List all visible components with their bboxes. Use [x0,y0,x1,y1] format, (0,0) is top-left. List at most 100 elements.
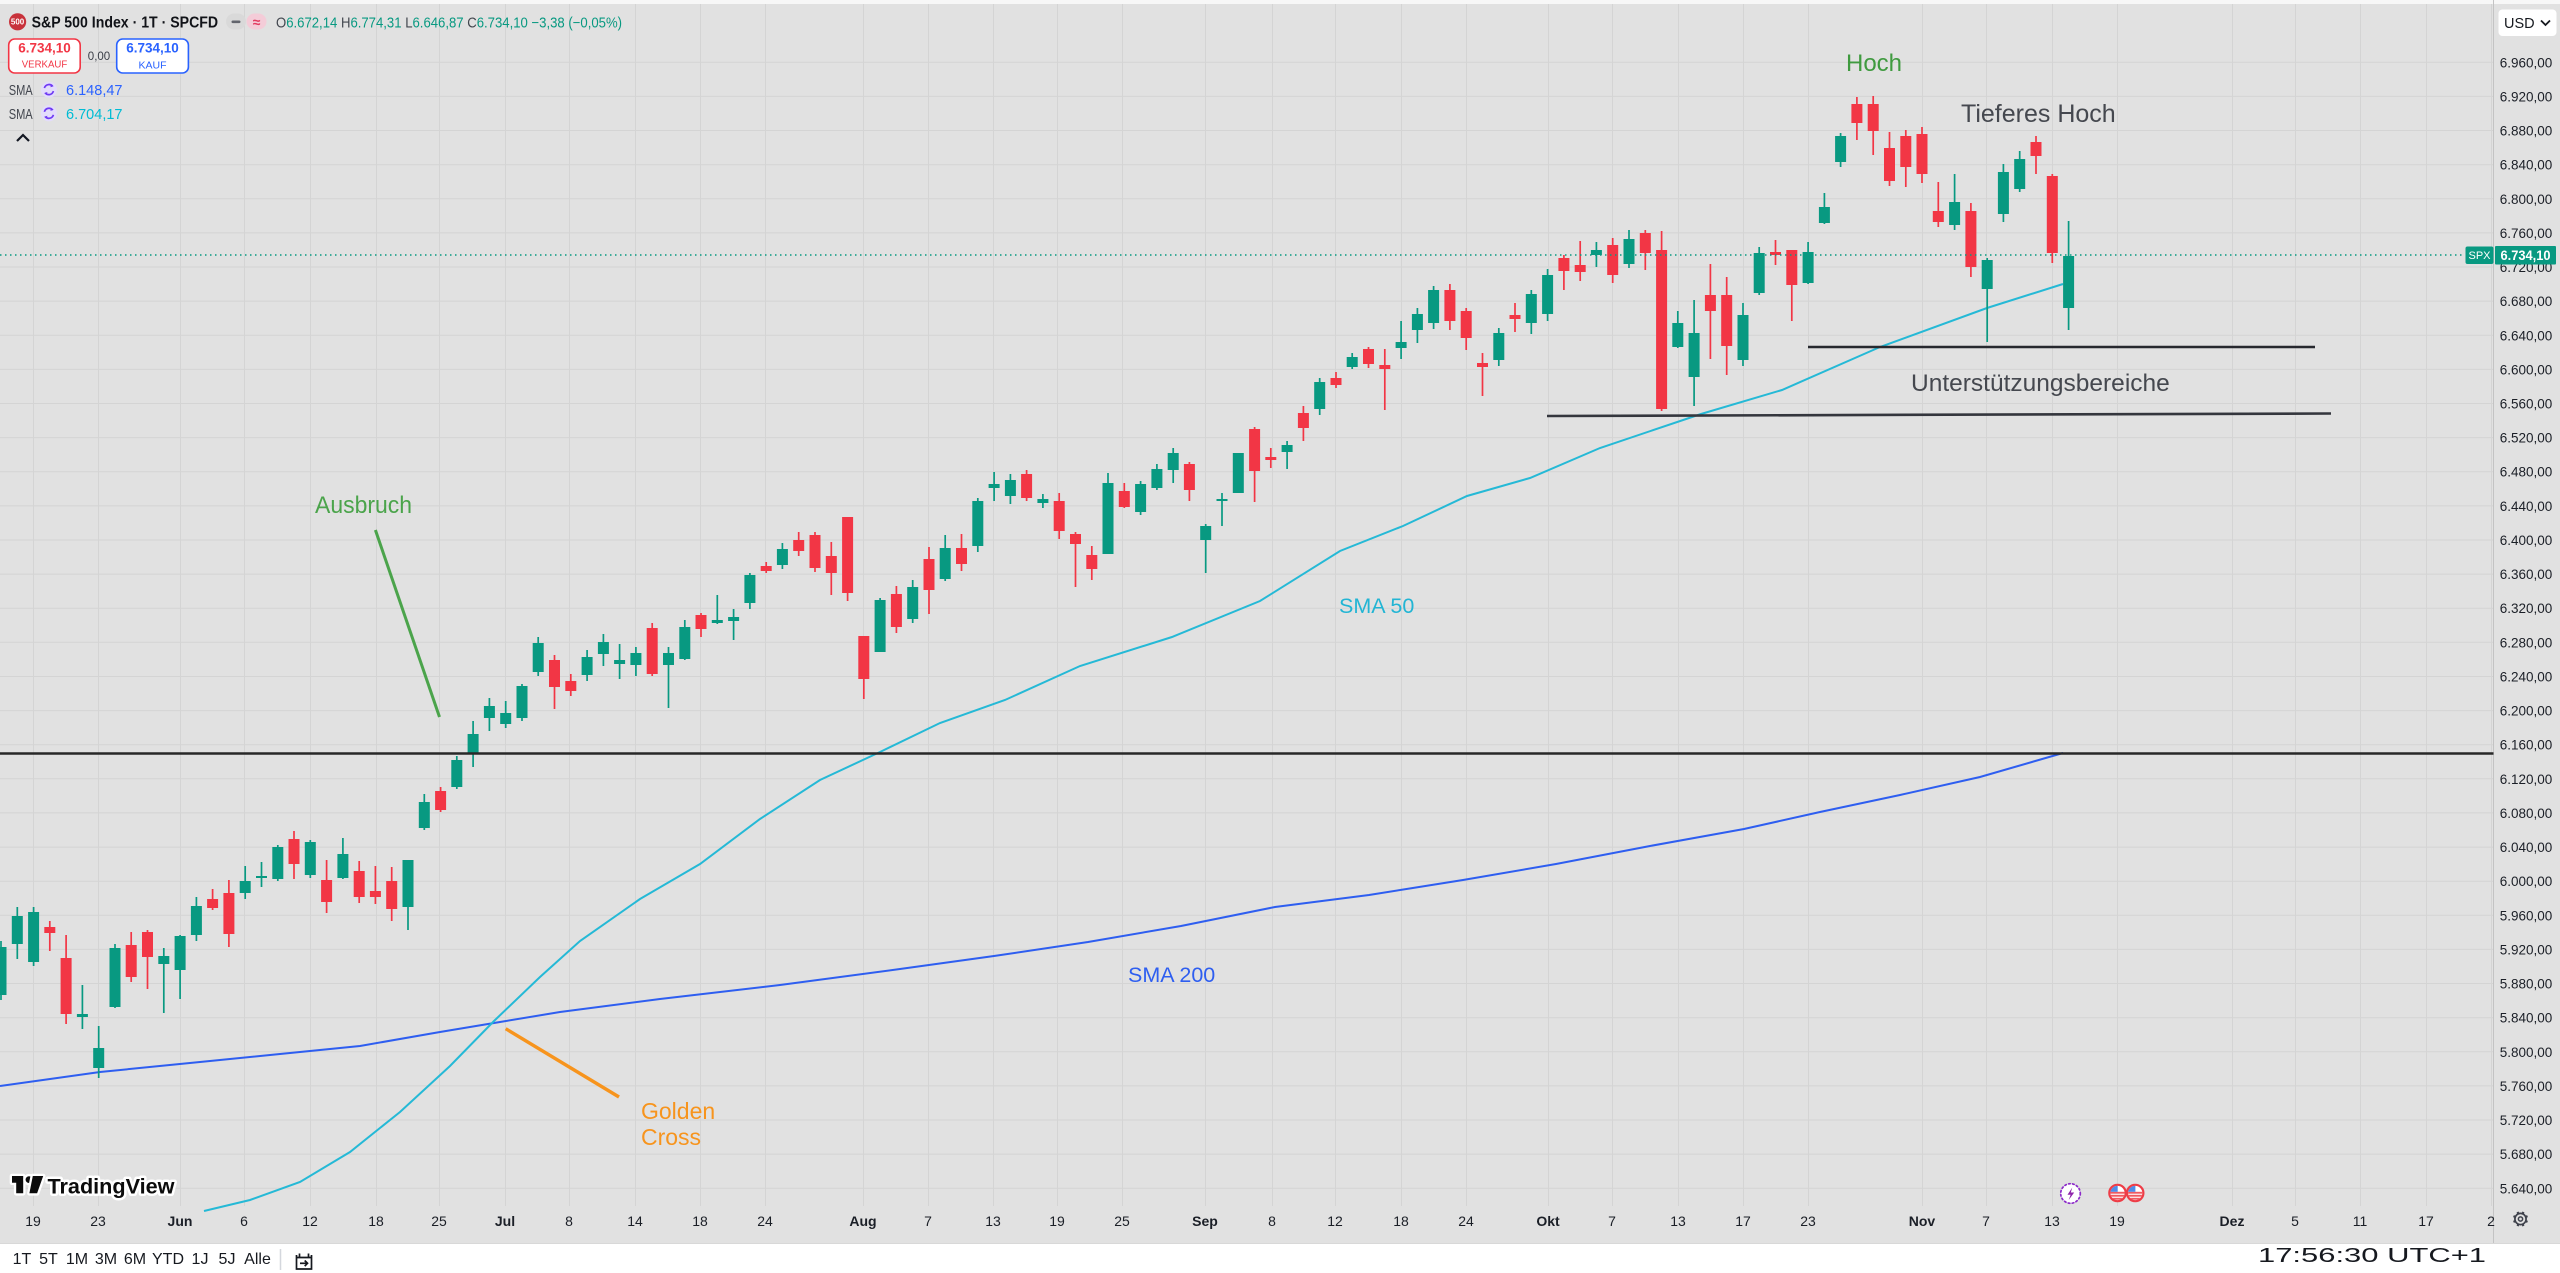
svg-text:6.800,00: 6.800,00 [2500,192,2553,207]
svg-text:7: 7 [1608,1213,1616,1229]
svg-text:13: 13 [1670,1213,1686,1229]
svg-text:VERKAUF: VERKAUF [22,59,68,71]
svg-text:12: 12 [1327,1213,1343,1229]
svg-text:SMA 200: SMA 200 [1128,963,1215,987]
svg-text:13: 13 [2044,1213,2060,1229]
svg-text:Okt: Okt [1536,1213,1560,1229]
svg-text:8: 8 [565,1213,573,1229]
svg-text:Aug: Aug [849,1213,876,1229]
svg-text:USD: USD [2504,16,2535,32]
svg-text:5.960,00: 5.960,00 [2500,908,2553,923]
svg-text:6.734,10: 6.734,10 [2501,247,2551,263]
svg-text:5J: 5J [219,1251,236,1268]
svg-text:YTD: YTD [152,1251,184,1268]
svg-text:Tieferes Hoch: Tieferes Hoch [1961,100,2116,128]
svg-text:5T: 5T [39,1251,58,1268]
svg-text:14: 14 [627,1213,643,1229]
svg-text:6.120,00: 6.120,00 [2500,772,2553,787]
svg-text:19: 19 [25,1213,41,1229]
svg-text:24: 24 [1458,1213,1474,1229]
svg-text:TradingView: TradingView [48,1175,175,1199]
svg-text:6.560,00: 6.560,00 [2500,397,2553,412]
svg-text:6.280,00: 6.280,00 [2500,635,2553,650]
svg-text:1M: 1M [66,1251,88,1268]
svg-text:SMA 50: SMA 50 [1339,594,1414,618]
svg-text:5.880,00: 5.880,00 [2500,977,2553,992]
svg-text:Sep: Sep [1192,1213,1218,1229]
svg-text:17: 17 [2418,1213,2434,1229]
svg-text:Cross: Cross [641,1124,701,1150]
svg-text:6.360,00: 6.360,00 [2500,567,2553,582]
svg-text:Unterstützungsbereiche: Unterstützungsbereiche [1911,370,2170,397]
svg-text:6.640,00: 6.640,00 [2500,328,2553,343]
svg-text:6.400,00: 6.400,00 [2500,533,2553,548]
svg-text:6.920,00: 6.920,00 [2500,89,2553,104]
svg-text:5.720,00: 5.720,00 [2500,1113,2553,1128]
svg-text:19: 19 [2109,1213,2125,1229]
svg-text:6.734,10: 6.734,10 [18,41,71,56]
svg-text:5: 5 [2291,1213,2299,1229]
svg-text:500: 500 [11,18,25,27]
svg-text:Nov: Nov [1909,1213,1936,1229]
svg-text:6.240,00: 6.240,00 [2500,670,2553,685]
svg-text:12: 12 [302,1213,318,1229]
svg-text:6.440,00: 6.440,00 [2500,499,2553,514]
svg-text:8: 8 [1268,1213,1276,1229]
svg-text:5.760,00: 5.760,00 [2500,1079,2553,1094]
svg-text:25: 25 [1114,1213,1130,1229]
svg-text:6.148,47: 6.148,47 [66,82,123,99]
svg-text:7: 7 [924,1213,932,1229]
svg-text:0,00: 0,00 [88,51,110,63]
svg-text:6.040,00: 6.040,00 [2500,840,2553,855]
svg-text:6.734,10: 6.734,10 [126,41,179,56]
svg-text:SMA: SMA [9,82,33,99]
svg-text:1T: 1T [13,1251,32,1268]
svg-text:6.320,00: 6.320,00 [2500,601,2553,616]
svg-text:Hoch: Hoch [1846,50,1902,77]
svg-text:6M: 6M [124,1251,146,1268]
svg-text:6.200,00: 6.200,00 [2500,704,2553,719]
svg-text:Dez: Dez [2220,1213,2245,1229]
svg-text:Jun: Jun [168,1213,193,1229]
svg-text:17: 17 [1735,1213,1751,1229]
svg-text:6: 6 [240,1213,248,1229]
svg-text:5.640,00: 5.640,00 [2500,1181,2553,1196]
svg-text:6.080,00: 6.080,00 [2500,806,2553,821]
svg-text:13: 13 [985,1213,1001,1229]
svg-text:17:56:30 UTC+1: 17:56:30 UTC+1 [2258,1244,2486,1267]
svg-text:5.680,00: 5.680,00 [2500,1147,2553,1162]
svg-text:Ausbruch: Ausbruch [315,492,412,519]
svg-text:5.840,00: 5.840,00 [2500,1011,2553,1026]
svg-text:6.880,00: 6.880,00 [2500,124,2553,139]
svg-text:7: 7 [1982,1213,1990,1229]
svg-text:2: 2 [2487,1213,2495,1229]
svg-text:18: 18 [692,1213,708,1229]
svg-text:19: 19 [1049,1213,1065,1229]
svg-text:11: 11 [2353,1213,2368,1229]
svg-text:6.960,00: 6.960,00 [2500,55,2553,70]
svg-text:6.704,17: 6.704,17 [66,106,123,123]
svg-text:6.840,00: 6.840,00 [2500,158,2553,173]
svg-text:6.600,00: 6.600,00 [2500,362,2553,377]
svg-text:6.160,00: 6.160,00 [2500,738,2553,753]
svg-text:SMA: SMA [9,106,33,123]
svg-text:18: 18 [1393,1213,1409,1229]
svg-text:23: 23 [1800,1213,1816,1229]
svg-text:6.480,00: 6.480,00 [2500,465,2553,480]
svg-text:6.520,00: 6.520,00 [2500,431,2553,446]
svg-text:25: 25 [431,1213,447,1229]
svg-text:18: 18 [368,1213,384,1229]
svg-text:Alle: Alle [244,1251,271,1268]
svg-text:6.680,00: 6.680,00 [2500,294,2553,309]
svg-text:Golden: Golden [641,1098,715,1124]
svg-text:≈: ≈ [253,14,261,30]
svg-text:24: 24 [757,1213,773,1229]
svg-text:S&P 500 Index · 1T · SPCFD: S&P 500 Index · 1T · SPCFD [32,15,219,32]
svg-text:5.920,00: 5.920,00 [2500,942,2553,957]
svg-text:SPX: SPX [2468,250,2491,262]
svg-text:1J: 1J [192,1251,209,1268]
svg-text:O6.672,14 H6.774,31 L6.646,87: O6.672,14 H6.774,31 L6.646,87 C6.734,10 … [276,16,622,32]
svg-text:5.800,00: 5.800,00 [2500,1045,2553,1060]
svg-text:6.000,00: 6.000,00 [2500,874,2553,889]
svg-text:6.760,00: 6.760,00 [2500,226,2553,241]
